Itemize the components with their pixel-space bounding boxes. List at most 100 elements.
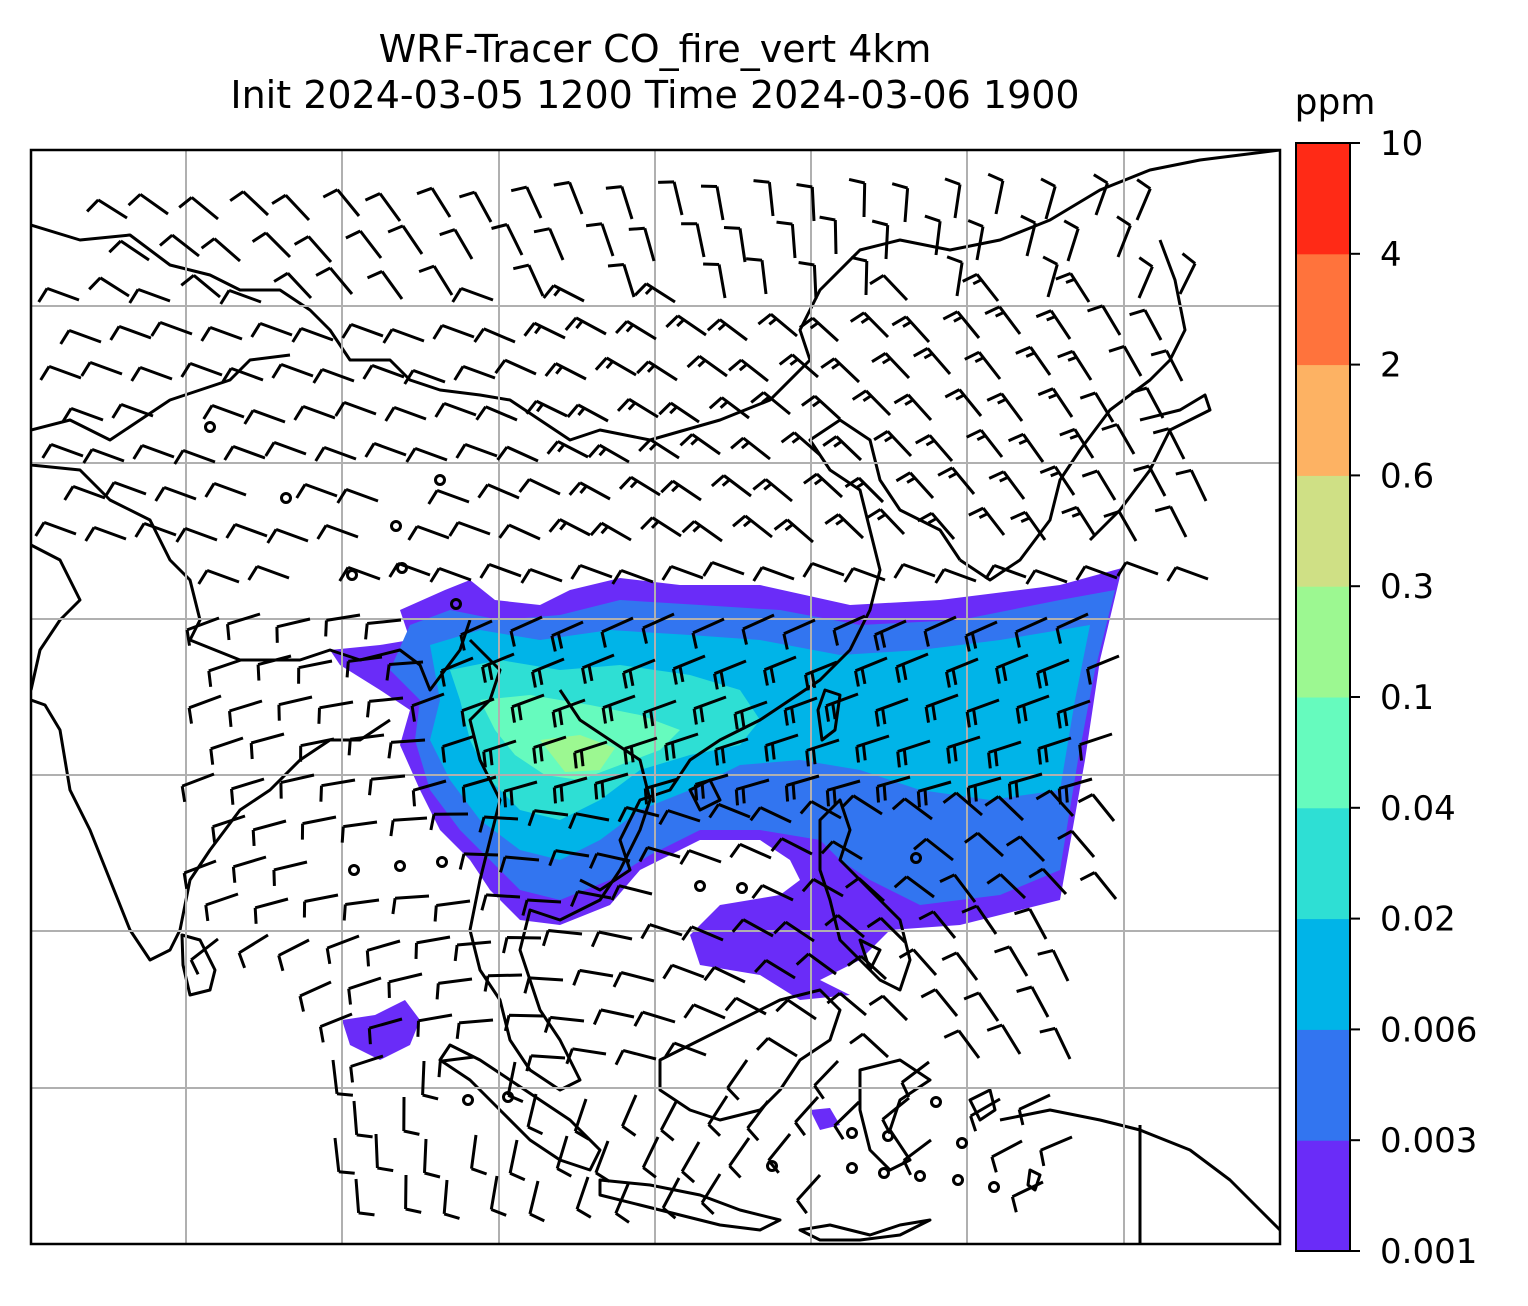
wind-barb-icon [1101,423,1136,455]
wind-barb-icon [1135,178,1152,221]
wind-barb-icon [895,652,929,683]
calm-wind-circle-icon [910,852,922,864]
wind-barb-icon [473,327,516,344]
wind-barb-icon [34,520,77,537]
calm-wind-circle-icon [956,1137,968,1149]
wind-barb-icon [249,732,285,760]
wind-barb-icon [362,363,405,380]
wind-barb-icon [132,443,175,460]
wind-barb-icon [622,658,656,689]
wind-barb-icon [293,404,336,421]
wind-barb-icon [641,612,675,644]
wind-barb-icon [345,229,383,259]
wind-barb-icon [347,733,385,756]
wind-barb-icon [728,1137,751,1179]
wind-barb-icon [943,1029,981,1059]
wind-barb-icon [661,1177,681,1220]
wind-barb-icon [228,699,263,728]
wind-barb-icon [871,219,890,260]
wind-barb-icon [570,890,612,907]
wind-barb-icon [965,698,1000,728]
wind-barb-icon [700,1173,722,1215]
wind-barb-icon [204,481,247,498]
wind-barb-icon [352,1100,373,1139]
wind-barb-icon [844,476,885,504]
wind-barb-icon [745,257,768,295]
colorbar-tick-label: 10 [1380,124,1423,164]
wind-barb-icon [987,740,1022,769]
wind-barb-icon [568,481,611,501]
wind-barb-icon [746,1100,770,1142]
wind-barb-icon [710,474,752,498]
wind-barb-icon [672,654,706,685]
wind-barb-icon [891,182,910,223]
wind-barb-icon [944,388,983,417]
wind-barb-icon [621,1094,638,1137]
wind-barb-icon [223,444,266,461]
wind-barb-icon [437,1055,475,1078]
wind-barb-icon [968,506,1006,536]
wind-barb-icon [293,235,333,263]
colorbar-tick-label: 0.003 [1380,1121,1477,1161]
wind-barb-icon [266,527,309,544]
wind-barb-icon [317,700,354,724]
wind-barb-icon [1152,427,1186,460]
wind-barb-icon [752,478,793,503]
wind-barb-icon [211,814,246,843]
wind-barb-icon [763,655,797,686]
colorbar-segment [1296,1140,1350,1252]
wind-barb-icon [634,282,676,304]
wind-barb-icon [681,925,724,942]
wind-barb-icon [88,276,130,298]
wind-barb-icon [453,364,496,381]
colorbar-tick-label: 2 [1380,346,1402,386]
wind-barb-icon [209,736,244,765]
wind-barb-icon [1035,309,1072,340]
wind-barb-icon [895,471,935,500]
wind-barb-icon [499,855,540,873]
wind-barb-icon [944,177,962,219]
wind-barb-icon [617,805,660,823]
wind-barb-icon [754,959,796,980]
wind-barb-icon [1081,469,1117,501]
wind-barb-icon [628,226,656,262]
wind-barb-icon [575,1176,592,1219]
coastline-new-guinea [999,1108,1280,1244]
wind-barb-icon [189,937,219,975]
wind-barb-icon [826,992,867,1017]
wind-barb-icon [773,518,814,544]
wind-barb-icon [548,518,591,537]
coastline-india [31,543,391,962]
calm-wind-circle-icon [436,856,448,868]
wind-barb-icon [300,815,337,840]
wind-barb-icon [869,274,909,302]
wind-barb-icon [416,186,452,218]
wind-barb-icon [175,526,218,543]
wind-barb-icon [479,562,522,579]
wind-barb-icon [642,699,677,729]
wind-barb-icon [510,185,543,219]
wind-barb-icon [643,777,679,805]
chart-title: WRF-Tracer CO_fire_vert 4km Init 2024-03… [30,26,1280,118]
colorbar-segment [1296,586,1350,698]
wind-barb-icon [427,488,470,505]
wind-barb-icon [314,445,357,462]
wind-barb-icon [455,1018,494,1039]
colorbar-tick-label: 0.006 [1380,1010,1477,1050]
wind-barb-icon [272,860,308,886]
wind-barb-icon [104,480,147,497]
wind-barb-icon [664,732,699,761]
wind-barb-icon [1010,510,1047,541]
colorbar-tick-label: 0.001 [1380,1232,1477,1272]
wind-barb-icon [1078,732,1113,761]
map-area [31,150,1280,1244]
wind-barb-icon [714,737,749,766]
wind-barb-icon [868,994,909,1022]
wind-barb-icon [429,812,469,831]
plume-faint-sea [342,1000,420,1060]
colorbar-unit-label: ppm [1294,82,1376,123]
wind-barb-icon [854,656,888,687]
wind-barb-icon [502,936,542,954]
wind-barb-icon [994,945,1029,977]
wind-barb-icon [460,697,495,727]
